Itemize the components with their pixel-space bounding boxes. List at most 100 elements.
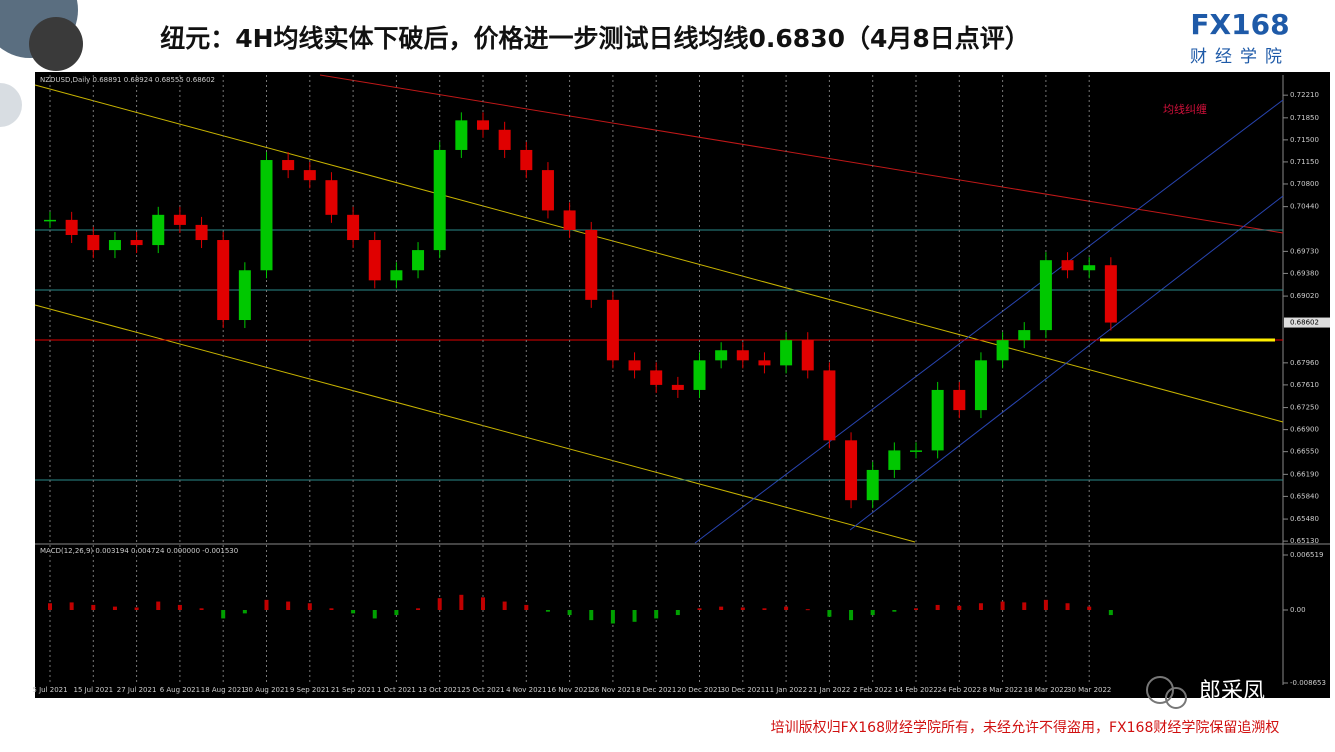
y-tick-label: 0.65480 [1290,515,1319,523]
candle-body [693,360,706,390]
macd-bar [675,609,680,616]
candle-body [563,210,576,230]
candle-body [368,240,381,281]
candle-body [282,160,295,171]
macd-label: MACD(12,26,9) 0.003194 0.004724 0.000000… [40,547,238,555]
candle-body [390,270,403,281]
x-tick-label: 11 Jan 2022 [765,686,807,694]
macd-bar [459,594,464,610]
candle-body [1018,330,1031,341]
title: 纽元：4H均线实体下破后，价格进一步测试日线均线0.6830（4月8日点评） [160,24,1030,53]
y-tick-label: 0.70440 [1290,203,1319,211]
x-tick-label: 6 Aug 2021 [160,686,200,694]
macd-bar [1065,603,1070,610]
y-tick-label: 0.66900 [1290,426,1319,434]
candle-body [87,234,100,251]
x-tick-label: 16 Nov 2021 [547,686,592,694]
candle-body [910,450,922,452]
candle-body [108,240,121,251]
candle-body [736,350,749,361]
wechat-icon [1146,676,1174,704]
candle-body [585,229,598,300]
x-tick-label: 5 Jul 2021 [32,686,67,694]
macd-bar [286,601,291,610]
y-tick-label: 0.69020 [1290,292,1319,300]
macd-bar [632,609,637,622]
x-tick-label: 4 Nov 2021 [506,686,546,694]
y-tick-label: 0.67960 [1290,359,1319,367]
candle-body [173,214,186,225]
macd-bar [264,599,269,610]
macd-bar [849,609,854,621]
macd-bar [481,597,485,610]
candle-body [1083,265,1096,271]
macd-bar [221,609,226,619]
candle-body [130,240,143,246]
candle-body [758,360,771,366]
macd-bar [502,601,507,610]
x-tick-label: 8 Dec 2021 [636,686,676,694]
x-tick-label: 25 Oct 2021 [461,686,504,694]
copyright: 培训版权归FX168财经学院所有，未经允许不得盗用，FX168财经学院保留追溯权 [771,719,1280,736]
price-tag [1284,317,1330,328]
candle-body [303,170,316,181]
candle-body [412,250,425,271]
candle-body [671,384,684,390]
macd-bar [719,606,724,610]
macd-bar [112,606,117,610]
macd-bar [156,601,161,610]
x-tick-label: 21 Sep 2021 [331,686,375,694]
y-tick-label: 0.69730 [1290,247,1319,255]
x-tick-label: 14 Feb 2022 [894,686,938,694]
candle-body [325,180,338,215]
y-tick-label: 0.70800 [1290,180,1319,188]
macd-bar [870,609,875,616]
candle-body [866,469,879,501]
x-tick-label: 21 Jan 2022 [808,686,850,694]
macd-bar [1087,606,1092,610]
candle-body [455,120,468,150]
candle-body [996,340,1009,361]
candle-body [477,120,489,130]
x-tick-label: 30 Mar 2022 [1067,686,1111,694]
x-tick-label: 20 Dec 2021 [677,686,722,694]
y-tick-label: 0.66190 [1290,470,1319,478]
candle-body [780,340,793,366]
y-tick-label: 0.006519 [1290,551,1323,559]
macd-bar [91,604,96,610]
x-tick-label: 30 Aug 2021 [244,686,289,694]
symbol-info: NZDUSD,Daily 0.68891 0.68924 0.68555 0.6… [40,76,215,84]
channel-line [34,84,1284,423]
macd-bar [892,609,897,612]
macd-bar [805,609,810,611]
macd-bar [610,609,615,624]
macd-bar [199,608,204,610]
y-tick-label: 0.00 [1290,606,1306,614]
price-tag-label: 0.68602 [1290,319,1319,327]
macd-bar [242,609,247,614]
macd-bar [69,602,74,610]
macd-bar [697,608,702,610]
candle-body [888,450,901,470]
y-tick-label: 0.67250 [1290,404,1319,412]
macd-bar [1043,599,1048,610]
candle-body [823,370,836,441]
y-tick-label: 0.71150 [1290,158,1319,166]
x-tick-label: 24 Feb 2022 [938,686,982,694]
candle-body [606,299,619,361]
channel-line [849,195,1284,531]
channel-line [694,99,1284,544]
candle-body [498,129,511,150]
macd-bar [329,608,334,610]
decor-circle [0,83,22,127]
x-tick-label: 26 Nov 2021 [590,686,635,694]
macd-bar [1108,609,1113,616]
decor-circle [29,17,83,71]
candle-body [433,149,446,251]
macd-bar [524,604,529,610]
wechat-icon [1165,687,1187,709]
candle-body [845,440,858,501]
channel-line [319,74,1284,234]
x-tick-label: 2 Feb 2022 [853,686,892,694]
y-tick-label: 0.67610 [1290,381,1319,389]
